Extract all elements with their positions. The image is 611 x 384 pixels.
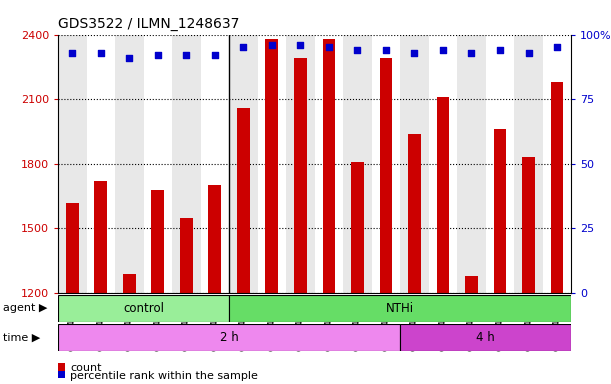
Bar — [123, 274, 136, 293]
Bar — [115, 35, 144, 293]
Bar — [400, 35, 429, 293]
Bar — [144, 35, 172, 293]
Bar — [58, 35, 87, 293]
Bar — [437, 97, 450, 293]
Bar — [522, 157, 535, 293]
Bar — [229, 295, 571, 322]
Point — [125, 55, 134, 61]
Point — [210, 52, 220, 58]
Point — [96, 50, 106, 56]
Bar — [379, 58, 392, 293]
Bar — [58, 295, 229, 322]
Bar — [294, 58, 307, 293]
Bar — [429, 35, 457, 293]
Bar — [494, 129, 507, 293]
Text: count: count — [70, 363, 102, 373]
Point — [238, 45, 248, 51]
Bar — [457, 35, 486, 293]
Bar — [200, 35, 229, 293]
Point — [153, 52, 163, 58]
Bar — [229, 35, 258, 293]
Bar — [172, 35, 200, 293]
Bar — [95, 181, 108, 293]
Point — [181, 52, 191, 58]
Point — [67, 50, 77, 56]
Text: 2 h: 2 h — [220, 331, 238, 344]
Point — [296, 42, 306, 48]
Text: GDS3522 / ILMN_1248637: GDS3522 / ILMN_1248637 — [58, 17, 240, 31]
Bar — [58, 324, 400, 351]
Bar — [237, 108, 250, 293]
Text: 4 h: 4 h — [477, 331, 495, 344]
Point — [353, 47, 362, 53]
Bar — [323, 39, 335, 293]
Point — [381, 47, 391, 53]
Bar — [514, 35, 543, 293]
Bar — [286, 35, 315, 293]
Bar — [208, 185, 221, 293]
Bar — [371, 35, 400, 293]
Point — [324, 45, 334, 51]
Text: percentile rank within the sample: percentile rank within the sample — [70, 371, 258, 381]
Text: NTHi: NTHi — [386, 302, 414, 315]
Bar — [87, 35, 115, 293]
Point — [495, 47, 505, 53]
Point — [552, 45, 562, 51]
Bar — [152, 190, 164, 293]
Point — [267, 42, 277, 48]
Bar — [408, 134, 421, 293]
Bar — [66, 202, 79, 293]
Point — [524, 50, 533, 56]
Bar — [486, 35, 514, 293]
Bar — [315, 35, 343, 293]
Bar — [400, 324, 571, 351]
Text: time ▶: time ▶ — [3, 333, 40, 343]
Text: control: control — [123, 302, 164, 315]
Bar — [343, 35, 371, 293]
Bar — [266, 39, 279, 293]
Bar — [465, 276, 478, 293]
Point — [467, 50, 477, 56]
Bar — [551, 82, 563, 293]
Text: agent ▶: agent ▶ — [3, 303, 48, 313]
Bar — [543, 35, 571, 293]
Point — [438, 47, 448, 53]
Bar — [180, 218, 193, 293]
Bar — [258, 35, 286, 293]
Point — [409, 50, 419, 56]
Bar — [351, 162, 364, 293]
